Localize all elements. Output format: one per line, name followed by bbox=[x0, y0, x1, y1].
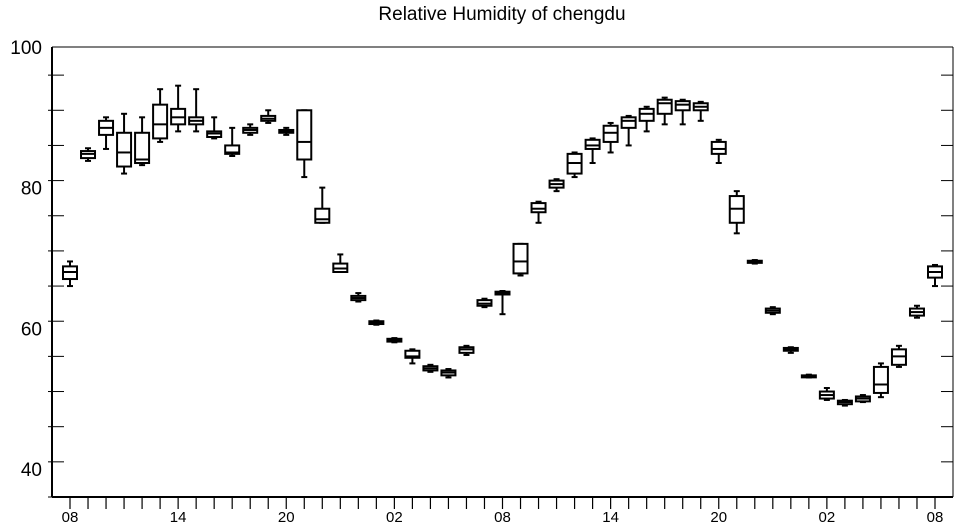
axes-group: 40 60 80 100 08 14 20 02 08 14 20 02 08 bbox=[10, 38, 954, 526]
box-iqr bbox=[314, 207, 331, 224]
box-item bbox=[800, 373, 817, 379]
box-iqr bbox=[620, 116, 637, 129]
box-iqr bbox=[584, 138, 601, 150]
y-tick-label: 80 bbox=[21, 179, 42, 200]
box-item bbox=[638, 105, 655, 133]
box-item bbox=[368, 319, 385, 326]
y-tick-label: 100 bbox=[10, 38, 42, 59]
box-iqr bbox=[674, 100, 691, 112]
box-item bbox=[512, 242, 529, 277]
chart-title: Relative Humidity of chengdu bbox=[378, 4, 626, 25]
box-item bbox=[170, 84, 187, 133]
x-tick-label: 02 bbox=[819, 509, 836, 526]
box-item bbox=[206, 116, 223, 140]
box-iqr bbox=[134, 131, 151, 165]
box-item bbox=[927, 263, 943, 288]
x-tick-label: 14 bbox=[602, 509, 619, 526]
box-item bbox=[890, 344, 907, 368]
box-item bbox=[440, 368, 457, 379]
box-item bbox=[584, 137, 601, 165]
box-item bbox=[818, 387, 835, 401]
box-item bbox=[134, 116, 151, 167]
box-iqr bbox=[296, 109, 313, 161]
box-item bbox=[476, 297, 493, 309]
y-tick-label: 60 bbox=[21, 319, 42, 340]
box-item bbox=[836, 398, 853, 407]
box-iqr bbox=[116, 131, 133, 168]
box-item bbox=[692, 100, 709, 122]
box-item bbox=[458, 344, 475, 356]
box-item bbox=[386, 337, 403, 344]
box-item bbox=[152, 88, 169, 143]
box-item bbox=[116, 112, 133, 175]
x-tick-label: 08 bbox=[494, 509, 511, 526]
box-iqr bbox=[638, 107, 655, 122]
x-tick-label: 20 bbox=[710, 509, 727, 526]
box-iqr bbox=[512, 242, 529, 275]
box-item bbox=[224, 126, 241, 157]
box-iqr bbox=[872, 365, 889, 394]
y-tick-label: 40 bbox=[21, 460, 42, 481]
box-item bbox=[728, 190, 745, 235]
box-item bbox=[350, 292, 367, 303]
box-iqr bbox=[530, 202, 547, 214]
box-item bbox=[566, 151, 583, 179]
box-item bbox=[710, 138, 727, 165]
box-item bbox=[854, 394, 871, 404]
box-item bbox=[242, 123, 259, 136]
box-item bbox=[494, 289, 511, 316]
x-tick-label: 08 bbox=[62, 509, 79, 526]
box-item bbox=[62, 260, 78, 288]
x-tick-label: 08 bbox=[927, 509, 944, 526]
box-iqr bbox=[656, 98, 673, 115]
box-item bbox=[872, 362, 889, 399]
x-tick-label: 20 bbox=[278, 509, 295, 526]
box-item bbox=[422, 363, 439, 373]
box-iqr bbox=[224, 144, 241, 155]
box-item bbox=[908, 304, 925, 319]
box-iqr bbox=[404, 349, 421, 359]
box-item bbox=[746, 259, 763, 265]
box-iqr bbox=[602, 124, 619, 143]
box-item bbox=[530, 200, 547, 224]
box-item bbox=[764, 306, 781, 316]
box-item bbox=[260, 109, 277, 124]
box-item bbox=[80, 147, 97, 162]
box-item bbox=[674, 98, 691, 126]
box-item bbox=[620, 114, 637, 147]
box-iqr bbox=[710, 140, 727, 155]
box-item bbox=[314, 186, 331, 224]
box-item bbox=[296, 109, 313, 179]
box-item bbox=[332, 253, 349, 273]
x-tick-label: 14 bbox=[170, 509, 187, 526]
box-item bbox=[278, 126, 295, 136]
box-item bbox=[188, 88, 205, 133]
box-item bbox=[656, 96, 673, 126]
box-item bbox=[548, 178, 565, 193]
box-iqr bbox=[152, 103, 169, 140]
box-item bbox=[782, 346, 799, 354]
x-tick-label: 02 bbox=[386, 509, 403, 526]
box-item bbox=[404, 348, 421, 365]
box-item bbox=[602, 121, 619, 154]
boxes-group bbox=[62, 84, 943, 407]
box-item bbox=[98, 116, 115, 150]
